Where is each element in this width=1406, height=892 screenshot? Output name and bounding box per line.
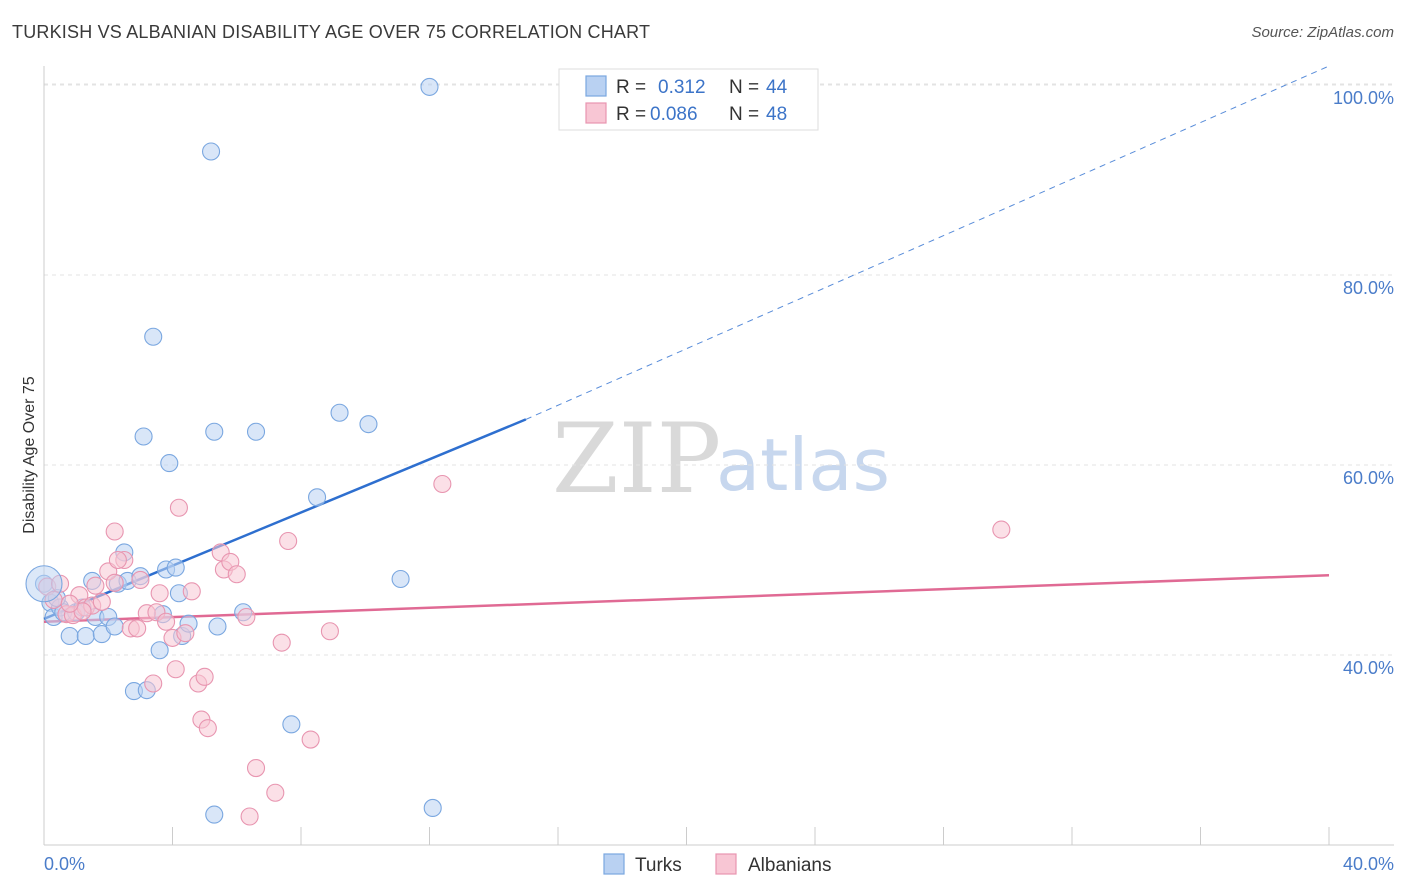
- point-turks: [282, 715, 301, 734]
- y-tick-label: 100.0%: [1333, 88, 1394, 108]
- y-tick-labels: 40.0% 60.0% 80.0% 100.0%: [1333, 88, 1394, 678]
- legend-r-label: R =: [616, 77, 646, 98]
- point-turks: [308, 488, 327, 507]
- series-swatch-turks: [603, 853, 625, 875]
- point-albanians: [60, 594, 79, 613]
- legend-swatch-turks: [585, 75, 607, 97]
- x-tick-marks: [172, 827, 1330, 845]
- point-albanians: [272, 633, 291, 652]
- point-turks: [205, 805, 224, 824]
- point-albanians: [105, 522, 124, 541]
- point-turks: [202, 142, 221, 161]
- legend-n-value-turks: 44: [766, 77, 788, 98]
- gridlines: [44, 83, 1394, 656]
- point-turks: [391, 569, 410, 589]
- x-tick-label-max: 40.0%: [1343, 854, 1394, 874]
- point-albanians: [105, 573, 124, 592]
- point-albanians: [198, 719, 217, 738]
- point-turks: [76, 626, 95, 646]
- watermark-zip: ZIP: [552, 403, 721, 515]
- point-albanians: [176, 624, 195, 643]
- point-albanians: [157, 612, 176, 631]
- point-turks: [246, 422, 266, 441]
- y-axis-label: Disability Age Over 75: [21, 376, 38, 534]
- legend-r-value-albanians: 0.086: [650, 104, 698, 125]
- point-albanians: [279, 531, 298, 551]
- point-turks: [420, 77, 439, 96]
- point-albanians: [433, 474, 452, 494]
- point-albanians: [128, 619, 147, 638]
- point-albanians: [992, 520, 1011, 539]
- point-albanians: [240, 807, 259, 826]
- point-albanians: [108, 550, 127, 570]
- source-label: Source: ZipAtlas.com: [1251, 24, 1394, 41]
- point-albanians: [182, 582, 201, 601]
- trend-line-albanians: [43, 573, 1330, 623]
- point-turks: [423, 798, 442, 818]
- point-turks: [134, 427, 153, 446]
- point-turks-large: [25, 565, 63, 603]
- point-albanians: [169, 498, 188, 517]
- legend-n-label: N =: [729, 77, 759, 98]
- point-turks: [208, 617, 227, 636]
- point-albanians: [195, 667, 214, 686]
- point-albanians: [227, 565, 246, 584]
- y-tick-label: 80.0%: [1343, 278, 1394, 298]
- point-turks: [166, 558, 185, 577]
- y-tick-label: 60.0%: [1343, 468, 1394, 488]
- point-turks: [105, 617, 124, 636]
- point-albanians: [166, 660, 185, 679]
- legend-r-label: R =: [616, 104, 646, 125]
- point-albanians: [237, 607, 256, 627]
- point-turks: [359, 415, 378, 434]
- correlation-legend: R = 0.312 N = 44 R = 0.086 N = 48: [558, 68, 819, 131]
- series-label-turks: Turks: [635, 855, 682, 876]
- series-swatch-albanians: [715, 853, 737, 875]
- legend-n-label: N =: [729, 104, 759, 125]
- y-tick-label: 40.0%: [1343, 658, 1394, 678]
- legend-r-value-turks: 0.312: [658, 77, 706, 98]
- point-albanians: [92, 592, 111, 611]
- series-legend: Turks Albanians: [603, 853, 831, 876]
- series-label-albanians: Albanians: [748, 855, 831, 876]
- point-albanians: [131, 570, 150, 590]
- point-albanians: [86, 576, 105, 595]
- point-albanians: [320, 622, 339, 641]
- data-points: [25, 77, 1011, 826]
- point-turks: [60, 626, 79, 646]
- point-turks: [205, 422, 224, 441]
- x-tick-label-min: 0.0%: [44, 854, 85, 874]
- point-turks: [330, 403, 349, 422]
- point-albanians: [266, 783, 285, 802]
- chart-title: TURKISH VS ALBANIAN DISABILITY AGE OVER …: [12, 22, 651, 42]
- point-albanians: [301, 730, 320, 749]
- legend-n-value-albanians: 48: [766, 104, 787, 125]
- point-turks: [160, 454, 179, 473]
- trend-lines: [43, 65, 1330, 623]
- point-albanians: [150, 584, 169, 603]
- trend-extension-turks: [525, 65, 1330, 420]
- point-turks: [144, 327, 163, 346]
- point-turks: [150, 641, 169, 660]
- legend-swatch-albanians: [585, 102, 607, 124]
- point-albanians: [144, 674, 163, 693]
- point-albanians: [246, 758, 266, 778]
